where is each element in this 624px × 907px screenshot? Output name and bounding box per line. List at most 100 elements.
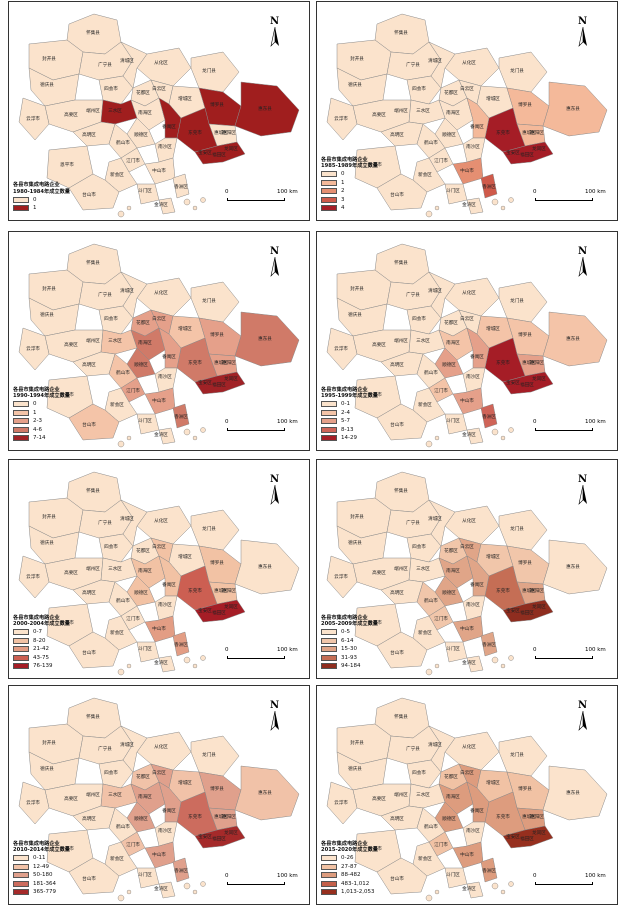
- place-label: 顺德区: [134, 589, 148, 596]
- scale-bar-line: [227, 656, 285, 659]
- place-label: 新会区: [418, 629, 432, 636]
- place-label: 鹤山市: [424, 597, 438, 604]
- scale-bar-line: [535, 428, 593, 431]
- place-label: 增城区: [486, 779, 500, 786]
- place-label: 东莞市: [496, 587, 510, 594]
- place-label: 端州区: [394, 107, 408, 114]
- place-label: 宝安区: [506, 379, 520, 386]
- place-label: 江门市: [126, 841, 140, 848]
- scale-bar: 0 100 km: [225, 419, 298, 438]
- legend-label: 50-180: [33, 872, 53, 879]
- place-label: 中山市: [460, 625, 474, 632]
- place-label: 清城区: [120, 287, 134, 294]
- legend-swatch: [321, 880, 337, 887]
- place-label: 东莞市: [188, 129, 202, 136]
- scale-bar: 0 100 km: [533, 873, 606, 892]
- legend-title: 1985-1989年成立数量: [321, 163, 378, 169]
- legend-swatch: [13, 646, 29, 653]
- place-label: 清城区: [120, 57, 134, 64]
- scale-distance-label: 100 km: [585, 873, 606, 879]
- place-label: 三水区: [416, 791, 430, 798]
- place-label: 博罗县: [518, 101, 532, 108]
- legend-swatch: [321, 171, 337, 178]
- legend-item: 94-184: [321, 663, 417, 671]
- legend-label: 0: [33, 401, 37, 408]
- place-label: 东莞市: [496, 359, 510, 366]
- place-label: 增城区: [486, 553, 500, 560]
- legend-swatch: [321, 188, 337, 195]
- legend-title: 各县市集成电路企业: [321, 614, 368, 621]
- region-sihui: [406, 533, 442, 563]
- legend-item: 15-30: [321, 646, 417, 654]
- region-xiangzhou: [172, 403, 190, 429]
- region-shenzhen: [502, 371, 554, 395]
- place-label: 金湾区: [462, 659, 476, 666]
- place-label: 南海区: [446, 793, 460, 800]
- region-shunde: [126, 347, 156, 379]
- place-label: 三水区: [108, 565, 122, 572]
- region-taishan: [376, 173, 428, 211]
- place-label: 四会市: [412, 85, 426, 92]
- place-label: 白云区: [152, 769, 166, 776]
- legend-item: 0: [13, 196, 109, 204]
- place-label: 从化区: [154, 289, 168, 296]
- legend-title: 各县市集成电路企业: [13, 840, 60, 847]
- place-label: 惠阳区: [530, 359, 544, 366]
- legend-swatch: [13, 855, 29, 862]
- place-label: 高要区: [64, 341, 78, 348]
- legend-label: 1: [33, 409, 37, 416]
- island-shape: [491, 656, 499, 664]
- region-zhongshan: [452, 841, 484, 869]
- region-jinwan: [158, 197, 176, 215]
- legend-swatch: [321, 637, 337, 644]
- place-label: 龙岗区: [224, 375, 238, 382]
- place-label: 端州区: [86, 791, 100, 798]
- legend-swatch: [13, 889, 29, 896]
- island-shape: [126, 435, 132, 441]
- region-huidong: [542, 81, 608, 137]
- place-label: 惠阳区: [222, 359, 236, 366]
- legend-title: 各县市集成电路企业: [321, 156, 368, 163]
- place-label: 恩平市: [60, 619, 74, 626]
- island-shape: [192, 435, 198, 441]
- region-sihui: [406, 759, 442, 789]
- place-label: 德庆县: [40, 539, 54, 546]
- place-label: 四会市: [104, 85, 118, 92]
- place-label: 恩平市: [60, 391, 74, 398]
- island-shape: [491, 428, 499, 436]
- legend-item: 4-6: [13, 426, 109, 434]
- place-label: 博罗县: [518, 785, 532, 792]
- legend-swatch: [321, 435, 337, 442]
- north-label: N: [270, 246, 280, 257]
- island-shape: [117, 894, 125, 902]
- place-label: 封开县: [350, 285, 364, 292]
- island-shape: [425, 440, 433, 448]
- place-label: 番禺区: [470, 581, 484, 588]
- place-label: 斗门区: [446, 417, 460, 424]
- legend-swatch: [321, 418, 337, 425]
- region-xiangzhou: [480, 403, 498, 429]
- place-label: 龙岗区: [224, 829, 238, 836]
- legend-label: 2-4: [341, 409, 350, 416]
- place-label: 江门市: [126, 615, 140, 622]
- region-shenzhen: [502, 141, 554, 165]
- legend-item: 1: [13, 205, 109, 213]
- north-label: N: [270, 16, 280, 27]
- place-label: 花都区: [444, 89, 458, 96]
- legend-label: 12-49: [33, 863, 49, 870]
- place-label: 增城区: [178, 779, 192, 786]
- legend: 各县市集成电路企业 1985-1989年成立数量 0 1 2 3 4: [321, 157, 417, 213]
- region-nansha: [154, 367, 178, 393]
- place-label: 增城区: [178, 553, 192, 560]
- place-label: 番禺区: [162, 581, 176, 588]
- place-label: 惠城区: [522, 359, 536, 366]
- place-label: 金湾区: [462, 431, 476, 438]
- scale-bar: 0 100 km: [533, 419, 606, 438]
- place-label: 香洲区: [174, 183, 188, 190]
- place-label: 恩平市: [60, 845, 74, 852]
- region-jinwan: [466, 197, 484, 215]
- legend-title: 各县市集成电路企业: [13, 614, 60, 621]
- map-panel: 怀集县 封开县 广宁县 德庆县 四会市 龙门县 从化区 清城区 增城区 博罗县 惠阳区 惠城区 东莞市南…: [8, 1, 310, 221]
- legend-label: 483-1,012: [341, 880, 370, 887]
- place-label: 龙门县: [510, 525, 524, 532]
